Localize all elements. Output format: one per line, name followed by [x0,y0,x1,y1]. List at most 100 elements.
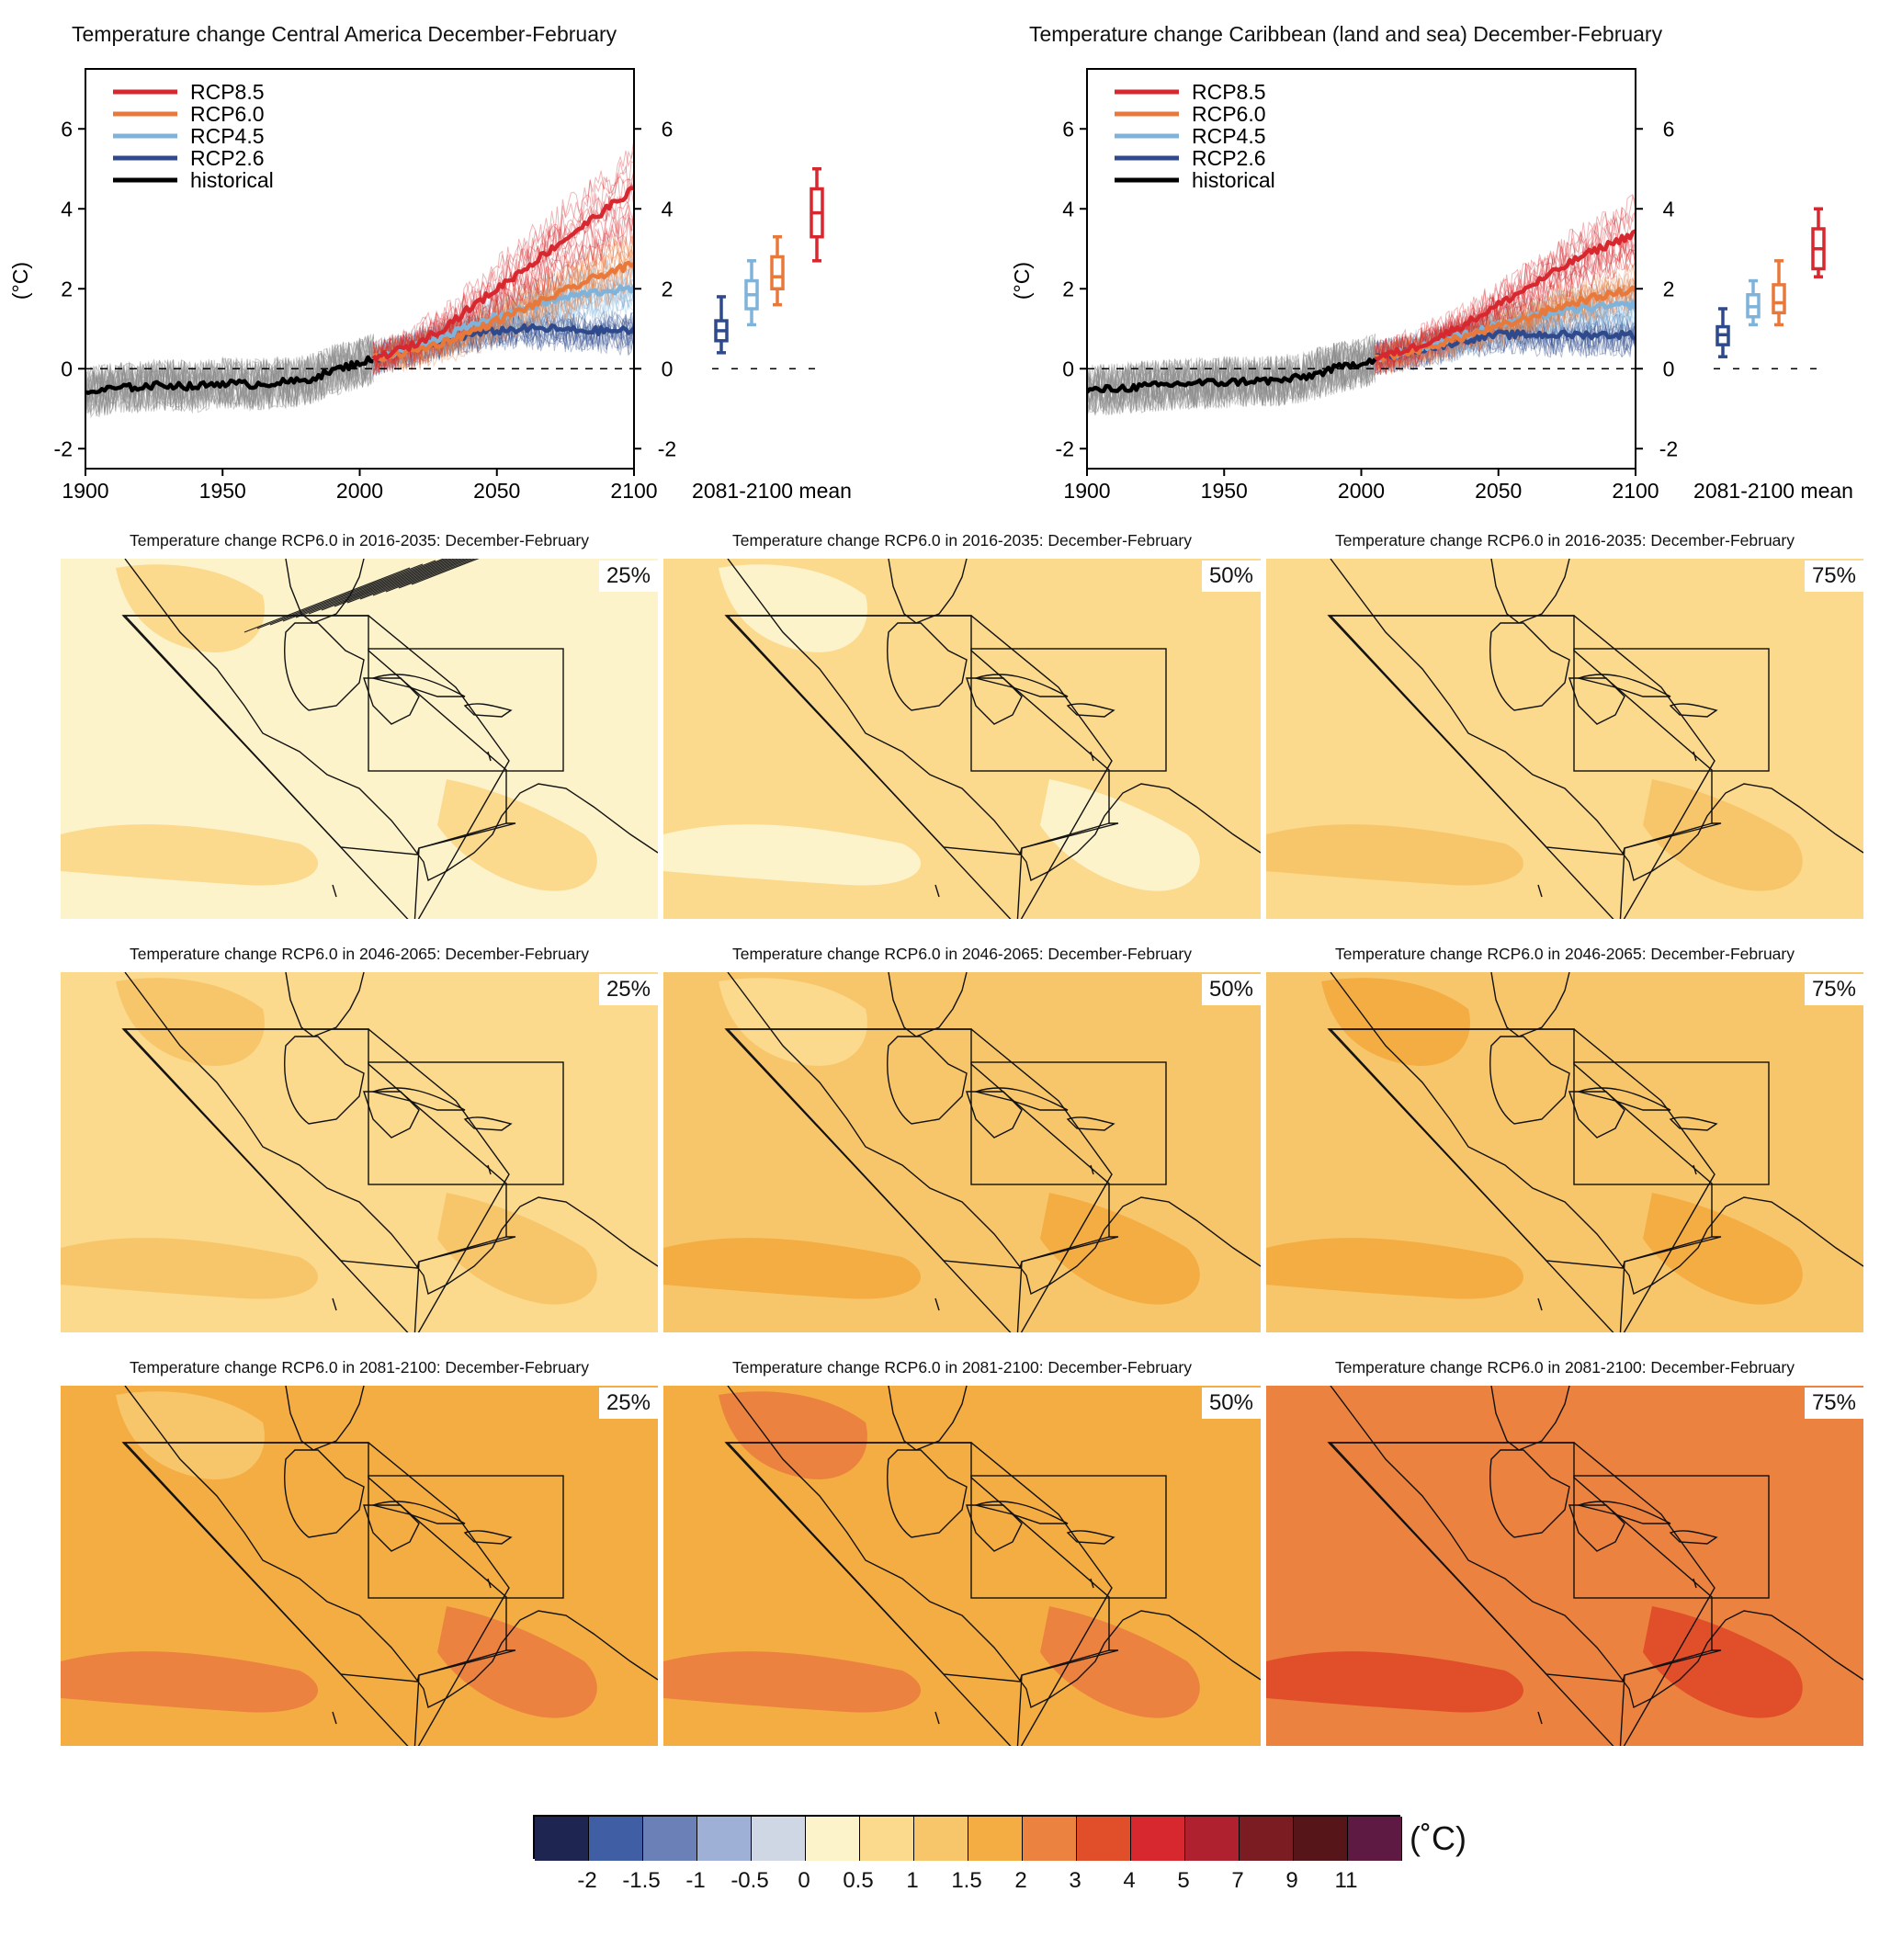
box-panel-label: 2081-2100 mean [1693,479,1853,503]
anomaly-region [1643,1606,1803,1718]
y-tick-label-right: 0 [662,357,674,380]
series-mean-line-rcp85 [1375,229,1636,362]
scenario-ensemble-member [1374,232,1636,368]
colorbar-swatch [914,1817,968,1861]
region-outline [1327,615,1770,919]
percentile-label: 75% [1804,974,1863,1005]
historical-ensemble-member [1087,340,1376,413]
box-rcp85 [810,167,824,263]
scenario-ensemble-member [1374,312,1636,376]
scenario-ensemble-member [1374,283,1636,375]
colorbar-tick-label: 4 [1123,1868,1136,1893]
x-tick-label: 2100 [1612,479,1659,503]
historical-ensemble-member [85,336,374,414]
colorbar-swatch [535,1817,589,1861]
x-tick-label: 2000 [336,479,383,503]
anomaly-region [1321,1391,1470,1479]
box-panel-label: 2081-2100 mean [692,479,852,503]
x-tick-label: 2100 [610,479,657,503]
map-panel-title: Temperature change RCP6.0 in 2046-2065: … [732,945,1192,963]
map-panel-title: Temperature change RCP6.0 in 2016-2035: … [732,531,1192,549]
scenario-ensemble-member [1374,297,1636,371]
colorbar-tick-label: 5 [1177,1868,1190,1893]
historical-ensemble-member [85,334,374,417]
coastline [124,972,658,1311]
anomaly-region [1643,779,1803,891]
anomaly-region [1266,824,1523,886]
scenario-ensemble-member [372,138,634,372]
colorbar-tick-label: 0.5 [843,1868,874,1893]
historical-ensemble-member [85,336,374,414]
x-tick-label: 1900 [1063,479,1110,503]
x-tick-label: 2050 [1475,479,1522,503]
y-tick-label-right: 6 [1663,117,1675,141]
legend-label: historical [190,168,274,192]
coastline [124,559,658,898]
anomaly-region [1266,1651,1523,1713]
region-outline [724,1028,1167,1332]
legend-label: RCP6.0 [190,102,265,126]
historical-ensemble-member [85,334,374,419]
y-tick-label-right: 4 [662,197,674,221]
percentile-label: 25% [598,974,658,1005]
map-panel-title: Temperature change RCP6.0 in 2016-2035: … [1335,531,1795,549]
legend-label: RCP8.5 [190,80,265,104]
historical-ensemble-member [1087,334,1376,411]
colorbar-tick-label: 11 [1334,1868,1358,1893]
scenario-ensemble-member [1374,296,1636,371]
map-panel: 25% [61,559,658,919]
coastline [1330,1386,1863,1725]
anomaly-region [663,824,921,886]
plot-frame [85,68,635,470]
map-panel: 50% [663,972,1261,1332]
historical-ensemble-member [85,340,374,413]
legend-label: RCP8.5 [1192,80,1266,104]
anomaly-region [1321,564,1470,652]
scenario-ensemble-member [372,210,634,374]
y-tick-label-right: 4 [1663,197,1675,221]
scenario-ensemble-member [373,315,634,369]
map-panel-title: Temperature change RCP6.0 in 2081-2100: … [1335,1358,1795,1377]
box-rcp45 [1746,278,1761,327]
scenario-ensemble-member [1374,278,1636,370]
legend-label: historical [1192,168,1275,192]
scenario-ensemble-member [372,310,634,368]
colorbar-tick-label: 1 [906,1868,919,1893]
map-panel: 50% [663,1386,1261,1746]
scenario-ensemble-member [1374,281,1636,369]
map-panel-title: Temperature change RCP6.0 in 2081-2100: … [130,1358,589,1377]
colorbar-tick-label: 3 [1069,1868,1081,1893]
y-tick-label: 6 [1062,117,1074,141]
region-outline [724,615,1167,919]
anomaly-region [437,1606,597,1718]
chart-title-central-america: Temperature change Central America Decem… [72,22,617,46]
historical-ensemble-member [85,339,374,414]
colorbar-swatch [860,1817,914,1861]
map-panel: 25% [61,972,658,1332]
coastline [727,972,1261,1311]
anomaly-region [1321,978,1470,1066]
historical-ensemble-member [85,335,374,412]
anomaly-region [116,1391,265,1479]
colorbar-tick-label: 0 [798,1868,810,1893]
map-panel-title: Temperature change RCP6.0 in 2046-2065: … [130,945,589,963]
y-tick-label: 2 [1062,277,1074,300]
colorbar-swatch [697,1817,752,1861]
scenario-ensemble-member [372,312,634,374]
scenario-ensemble-member [373,288,634,371]
scenario-ensemble-member [1374,233,1636,376]
box-rcp85 [1811,207,1826,278]
historical-ensemble-member [1087,346,1376,412]
legend-label: RCP2.6 [1192,146,1266,170]
map-panel: 50% [663,559,1261,919]
y-tick-label: -2 [54,436,73,460]
region-outline [121,1442,564,1746]
colorbar-swatch [1294,1817,1348,1861]
percentile-label: 50% [1201,974,1261,1005]
y-tick-label: -2 [1056,436,1074,460]
percentile-label: 75% [1804,561,1863,592]
historical-ensemble-member [1087,339,1376,415]
scenario-ensemble-member [1374,277,1636,371]
scenario-ensemble-member [1374,264,1636,368]
percentile-label: 25% [598,561,658,592]
